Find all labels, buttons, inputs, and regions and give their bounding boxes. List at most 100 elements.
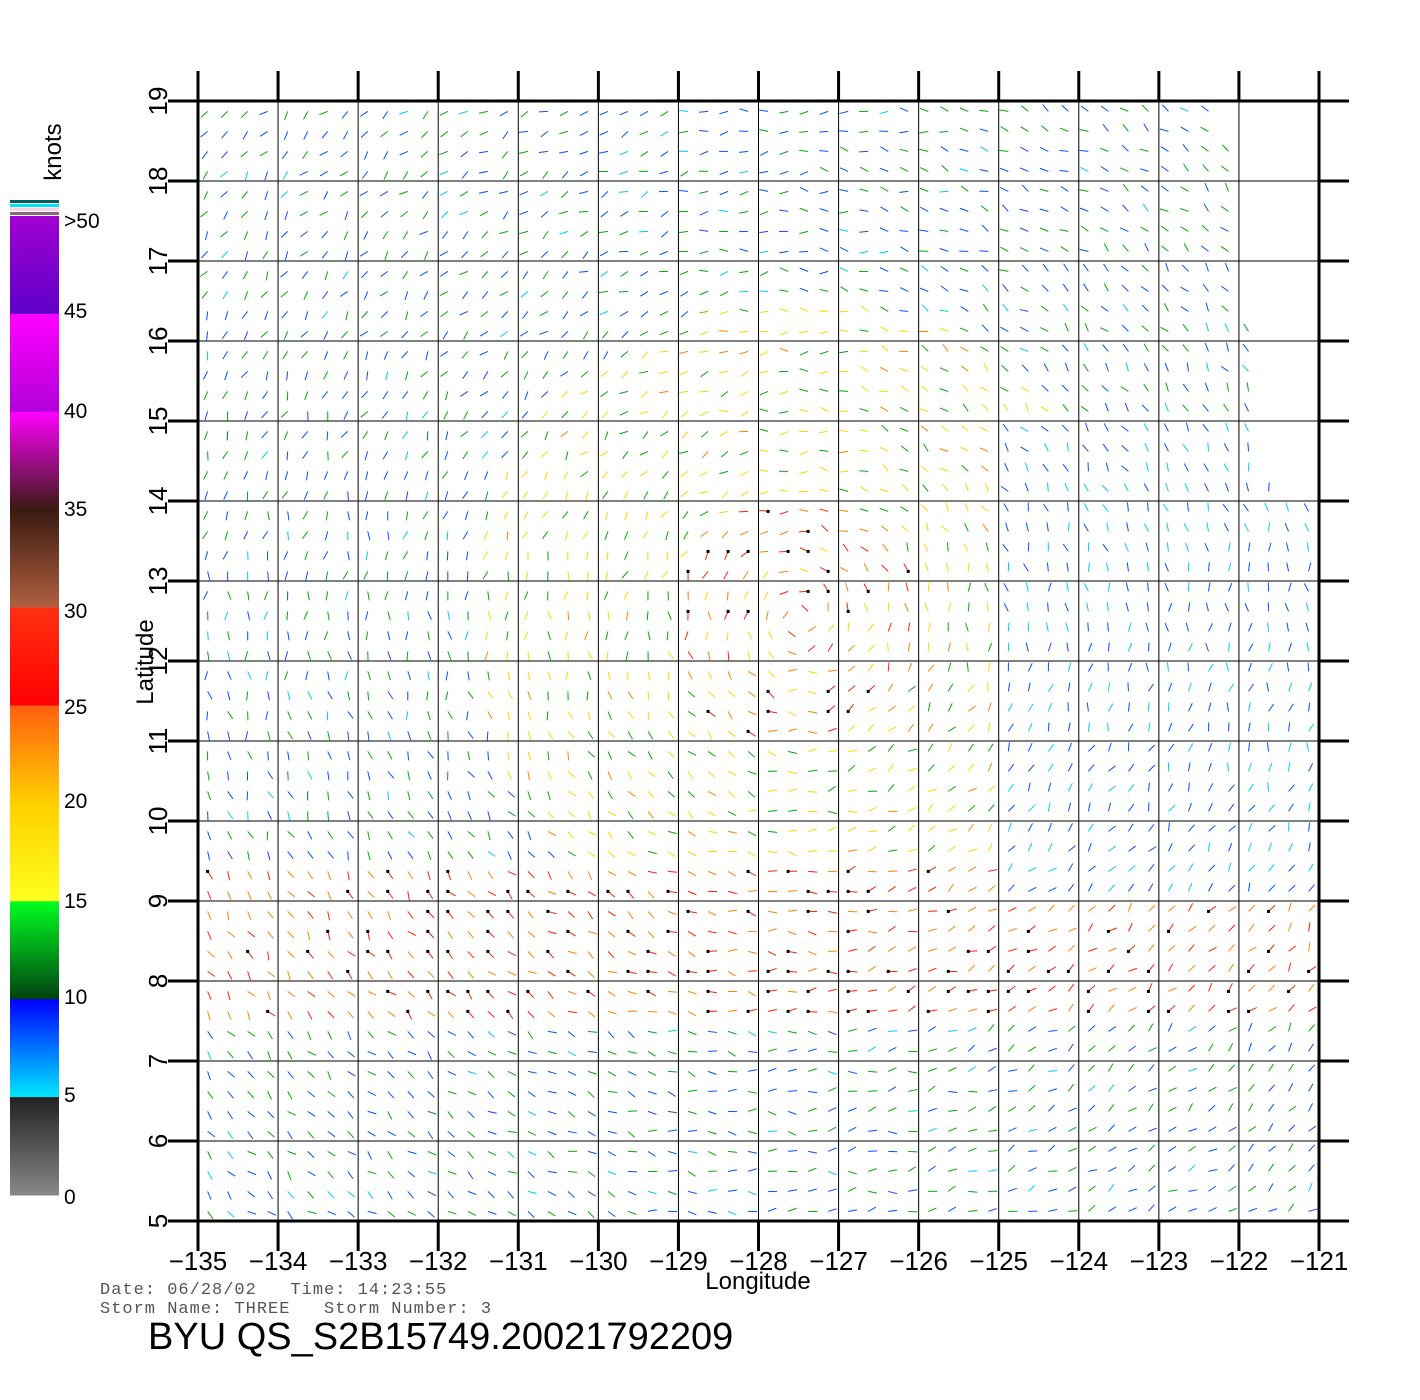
wind-vector	[267, 851, 271, 861]
colorbar-label: 25	[64, 696, 88, 719]
wind-vector	[968, 886, 977, 892]
wind-vector	[302, 451, 309, 460]
wind-vector	[507, 1191, 514, 1199]
wind-vector	[619, 150, 629, 156]
wind-vector	[1000, 326, 1009, 332]
wind-vector	[1102, 123, 1109, 132]
wind-vector	[659, 330, 669, 336]
wind-vector	[1248, 762, 1252, 772]
wind-vector	[267, 651, 271, 661]
wind-vector	[547, 991, 554, 999]
wind-vector	[267, 1111, 275, 1119]
wind-vector	[327, 1130, 336, 1138]
wind-vector	[299, 250, 308, 257]
wind-vector	[1119, 227, 1129, 232]
wind-vector	[367, 831, 371, 841]
wind-vector	[888, 1130, 898, 1135]
wind-vector	[244, 391, 249, 401]
wind-vector	[647, 751, 653, 760]
wind-vector	[627, 1210, 637, 1215]
wind-vector	[1062, 543, 1069, 552]
wind-vector	[788, 1049, 798, 1052]
wind-vector	[467, 1131, 475, 1138]
wind-vector	[1228, 683, 1235, 692]
wind-vector	[1028, 1167, 1037, 1172]
wind-vector	[687, 870, 697, 877]
wind-vector	[1127, 642, 1133, 652]
wind-vector	[427, 871, 431, 881]
wind-vector	[567, 1210, 577, 1216]
wind-vector	[888, 1009, 898, 1012]
wind-vector	[267, 1171, 273, 1180]
wind-vector	[267, 1151, 274, 1159]
rain-flag	[786, 1009, 790, 1013]
wind-vector	[1288, 902, 1292, 912]
wind-vector	[960, 306, 969, 312]
wind-vector	[923, 543, 929, 552]
wind-vector	[487, 1110, 497, 1114]
wind-vector	[788, 1068, 797, 1072]
wind-vector	[1108, 1045, 1116, 1052]
wind-vector	[1125, 362, 1129, 372]
wind-vector	[1168, 987, 1177, 992]
wind-vector	[1228, 642, 1230, 652]
wind-vector	[1143, 523, 1149, 532]
wind-vector	[1086, 602, 1089, 612]
wind-vector	[587, 951, 594, 959]
wind-vector	[919, 229, 929, 232]
wind-vector	[227, 891, 232, 900]
wind-vector	[968, 1190, 978, 1193]
wind-vector	[247, 1071, 255, 1079]
wind-vector	[719, 190, 729, 196]
wind-vector	[860, 365, 869, 372]
wind-vector	[819, 388, 829, 392]
wind-vector	[779, 390, 789, 395]
wind-vector	[224, 611, 229, 621]
wind-vector	[1148, 824, 1155, 832]
wind-vector	[983, 363, 989, 372]
wind-vector	[727, 690, 736, 698]
wind-vector	[227, 1131, 234, 1139]
wind-vector	[880, 326, 889, 332]
rain-flag	[726, 549, 730, 553]
wind-vector	[467, 971, 474, 979]
wind-vector	[747, 1150, 757, 1154]
wind-vector	[361, 391, 369, 399]
wind-vector	[587, 711, 591, 721]
wind-vector	[739, 270, 749, 274]
rain-flag	[806, 1009, 810, 1013]
wind-vector	[1140, 185, 1149, 192]
rain-flag	[846, 969, 850, 973]
wind-vector	[303, 291, 309, 300]
wind-vector	[867, 663, 874, 672]
wind-vector	[808, 790, 818, 793]
wind-vector	[1104, 402, 1109, 412]
wind-vector	[547, 930, 557, 935]
wind-vector	[1208, 947, 1217, 952]
wind-vector	[327, 691, 333, 700]
rain-flag	[686, 909, 690, 913]
wind-vector	[848, 1070, 858, 1075]
wind-vector	[981, 224, 989, 232]
wind-vector	[747, 1190, 757, 1196]
rain-flag	[1207, 909, 1211, 913]
wind-vector	[440, 350, 449, 357]
wind-vector	[1059, 169, 1069, 172]
wind-vector	[827, 1087, 837, 1092]
wind-vector	[779, 489, 789, 492]
wind-vector	[287, 631, 290, 641]
rain-flag	[766, 509, 770, 513]
wind-vector	[347, 871, 350, 881]
wind-vector	[1202, 424, 1209, 432]
wind-vector	[227, 971, 233, 980]
wind-vector	[967, 763, 974, 772]
wind-vector	[959, 107, 969, 112]
wind-vector	[1208, 1004, 1216, 1012]
wind-vector	[627, 1110, 637, 1112]
wind-vector	[287, 1150, 297, 1155]
wind-vector	[799, 568, 809, 572]
wind-vector	[907, 723, 914, 732]
wind-vector	[599, 250, 609, 257]
rain-flag	[726, 609, 730, 613]
wind-vector	[287, 1131, 293, 1140]
